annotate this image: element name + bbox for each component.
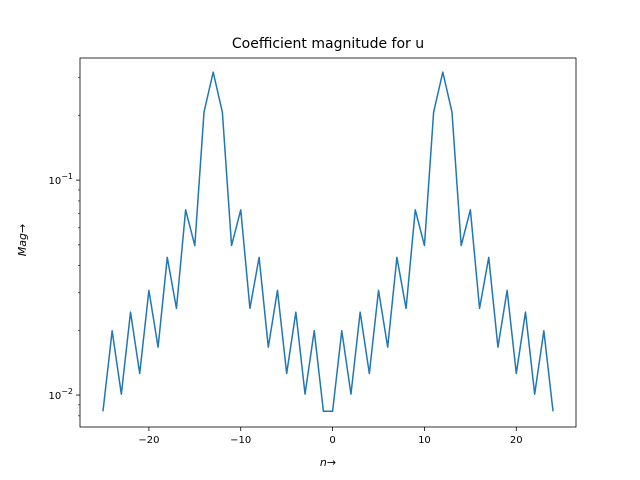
- x-tick-label: −20: [138, 435, 159, 446]
- x-tick-label: 0: [329, 435, 335, 446]
- y-axis-label: Mag→: [16, 224, 29, 256]
- plot-area: [79, 57, 577, 428]
- x-tick-label: 10: [418, 435, 431, 446]
- plot-frame: [79, 57, 577, 428]
- y-axis: 10−2 10−1: [48, 77, 80, 417]
- x-axis: −20 −10 0 10 20: [138, 427, 523, 446]
- series-line-0: [102, 71, 554, 413]
- x-axis-label: n→: [320, 456, 336, 469]
- y-tick-label: 10−2: [48, 387, 73, 402]
- x-tick-label: −10: [230, 435, 251, 446]
- chart-title: Coefficient magnitude for u: [232, 36, 424, 52]
- x-tick-label: 20: [510, 435, 523, 446]
- y-tick-label: 10−1: [48, 172, 73, 187]
